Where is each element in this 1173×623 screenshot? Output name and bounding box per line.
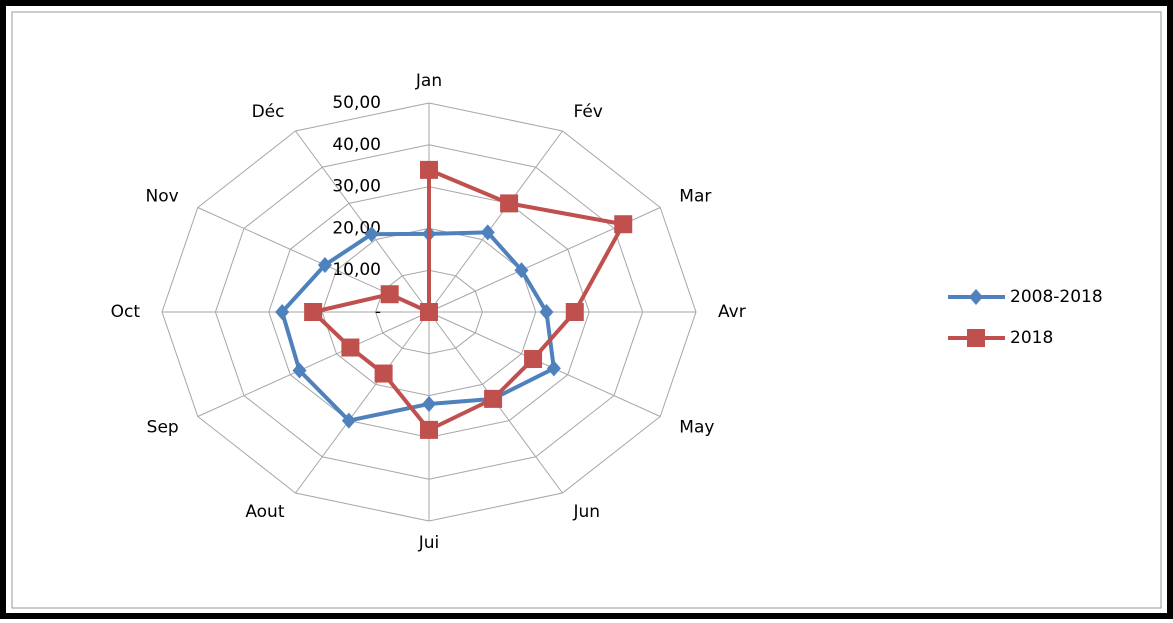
y-tick-label: 30,00 <box>332 177 381 197</box>
data-point <box>500 194 519 213</box>
spoke <box>428 311 661 417</box>
data-point <box>275 304 290 320</box>
category-label: Jan <box>415 71 442 91</box>
data-point <box>420 160 438 179</box>
data-point <box>341 412 356 429</box>
category-label: Fév <box>574 102 603 122</box>
data-point <box>317 256 332 273</box>
data-point <box>484 389 503 408</box>
spoke <box>295 311 430 494</box>
data-point <box>364 226 379 243</box>
data-point <box>565 303 584 321</box>
data-point <box>380 285 399 304</box>
data-point <box>420 420 438 439</box>
data-point <box>304 303 323 321</box>
category-label: Avr <box>718 302 746 322</box>
category-label: Jun <box>573 502 601 522</box>
category-label: Sep <box>147 418 179 438</box>
category-label: Nov <box>146 187 179 207</box>
data-point <box>341 338 360 357</box>
data-point <box>539 304 554 320</box>
chart-border <box>11 11 1162 609</box>
data-point <box>292 362 307 379</box>
y-tick-label: 10,00 <box>332 260 381 280</box>
data-point <box>422 395 436 412</box>
legend-marker <box>967 329 985 347</box>
legend-label: 2008-2018 <box>1010 287 1103 307</box>
spoke <box>295 130 430 313</box>
category-label: May <box>679 418 714 438</box>
data-point <box>374 364 393 383</box>
category-label: Déc <box>252 102 285 122</box>
spoke <box>428 130 563 313</box>
y-tick-label: 50,00 <box>332 93 381 113</box>
category-label: Mar <box>679 187 711 207</box>
data-point <box>524 350 543 369</box>
category-label: Aout <box>245 502 285 522</box>
data-point <box>480 224 495 241</box>
legend-label: 2018 <box>1010 328 1053 348</box>
data-point <box>420 303 438 321</box>
category-label: Oct <box>111 302 141 322</box>
y-tick-label: - <box>375 302 381 322</box>
data-point <box>546 360 561 377</box>
data-point <box>514 262 529 279</box>
legend-marker <box>969 289 983 305</box>
data-point <box>614 215 633 234</box>
category-label: Jui <box>418 533 440 553</box>
spoke <box>197 311 430 417</box>
y-tick-label: 40,00 <box>332 135 381 155</box>
